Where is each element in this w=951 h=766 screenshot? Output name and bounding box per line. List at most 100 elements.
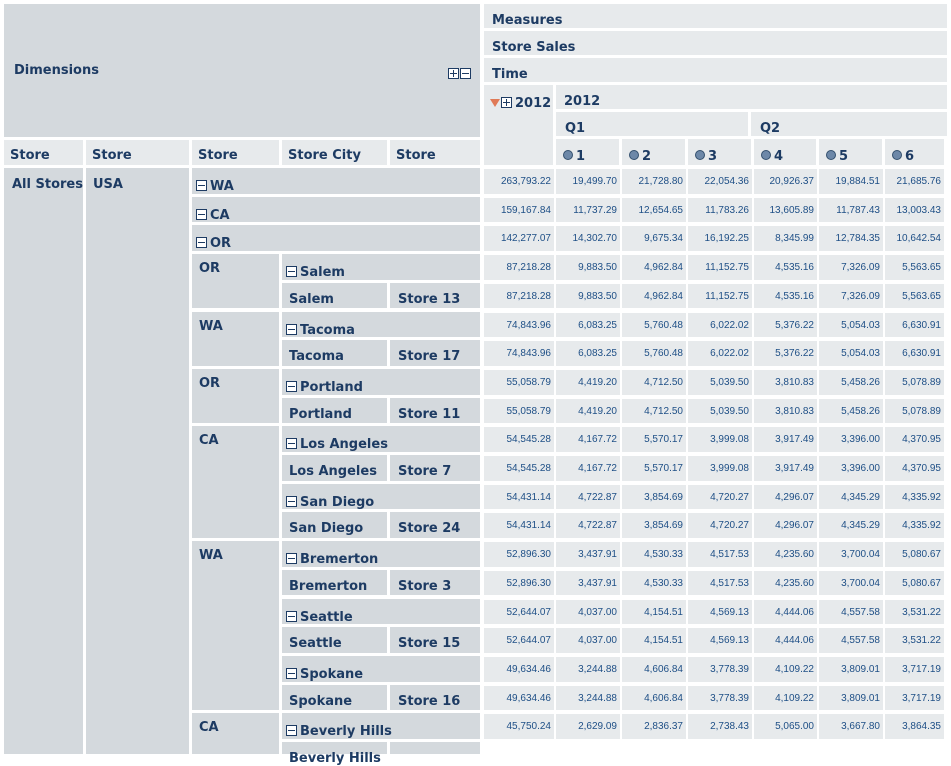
year-2012-header[interactable]: 2012: [556, 85, 947, 109]
month-header-4[interactable]: 4: [754, 139, 816, 165]
quarter-q2-header[interactable]: Q2: [751, 112, 947, 136]
collapse-icon[interactable]: [286, 438, 297, 450]
data-cell: 5,563.65: [885, 255, 944, 280]
city-label: Portland: [300, 379, 363, 395]
month-header-1[interactable]: 1: [556, 139, 619, 165]
store-sales-header[interactable]: Store Sales: [484, 31, 947, 55]
city-row-beverly-hills[interactable]: Beverly Hills: [282, 713, 480, 739]
radio-icon[interactable]: [761, 150, 771, 160]
month-header-5[interactable]: 5: [819, 139, 882, 165]
city-row-tacoma[interactable]: Tacoma: [282, 311, 480, 338]
radio-icon[interactable]: [563, 150, 573, 160]
collapse-icon[interactable]: [286, 495, 297, 507]
column-header-store[interactable]: Store: [4, 140, 83, 165]
time-header[interactable]: Time: [484, 58, 947, 82]
time-member-2012[interactable]: 2012: [484, 85, 553, 165]
radio-icon[interactable]: [892, 150, 902, 160]
quarter-q1-header[interactable]: Q1: [556, 112, 748, 136]
sort-descending-icon[interactable]: [490, 99, 500, 107]
collapse-icon[interactable]: [196, 237, 207, 249]
state-row-or[interactable]: OR: [192, 225, 480, 251]
state-label: CA: [199, 433, 219, 449]
cell-value: 5,760.48: [644, 348, 683, 360]
cell-value: 4,712.50: [644, 405, 683, 417]
city-row-portland[interactable]: Portland: [282, 368, 480, 395]
cell-value: 2,629.09: [578, 721, 617, 733]
data-cell: 4,037.00: [556, 628, 620, 653]
cell-value: 5,054.03: [841, 348, 880, 360]
radio-icon[interactable]: [629, 150, 639, 160]
expand-all-icon[interactable]: [448, 68, 459, 79]
store-name: Store 15: [398, 636, 461, 652]
data-cell: 3,396.00: [819, 456, 883, 481]
data-cell: 5,080.67: [885, 570, 944, 596]
city-row-spokane[interactable]: Spokane: [282, 655, 480, 682]
cell-value: 74,843.96: [506, 348, 552, 360]
collapse-icon[interactable]: [286, 610, 297, 622]
radio-icon[interactable]: [826, 150, 836, 160]
column-header-store-state[interactable]: Store State: [192, 140, 279, 182]
month-header-2[interactable]: 2: [622, 139, 685, 165]
data-cell: 4,569.13: [688, 628, 752, 653]
collapse-icon[interactable]: [286, 725, 297, 737]
data-cell: 7,326.09: [819, 255, 883, 280]
data-cell: 3,778.39: [688, 656, 752, 682]
cell-value: 6,630.91: [902, 319, 941, 331]
city-row-los-angeles[interactable]: Los Angeles: [282, 426, 480, 452]
collapse-all-icon[interactable]: [460, 68, 471, 79]
cell-value: 21,685.76: [896, 176, 942, 187]
data-cell: 3,700.04: [819, 570, 883, 596]
state-label: OR: [199, 261, 221, 277]
cell-value: 54,431.14: [506, 520, 552, 532]
data-cell: 5,570.17: [622, 456, 686, 481]
data-cell: 4,722.87: [556, 484, 620, 510]
cell-value: 4,962.84: [644, 262, 683, 274]
collapse-icon[interactable]: [196, 180, 207, 191]
month-label: 2: [642, 149, 652, 164]
cell-value: 6,083.25: [578, 348, 617, 360]
data-cell: 54,431.14: [484, 513, 554, 539]
collapse-icon[interactable]: [286, 380, 297, 392]
store-name: Store 17: [398, 349, 461, 365]
column-header-store-city[interactable]: Store City: [282, 140, 387, 165]
cell-value: 6,022.02: [710, 319, 749, 331]
collapse-icon[interactable]: [286, 667, 297, 679]
data-cell: 11,152.75: [688, 283, 752, 309]
cell-value: 52,896.30: [506, 577, 552, 589]
collapse-icon[interactable]: [286, 553, 297, 565]
measures-header[interactable]: Measures: [484, 4, 947, 28]
city-label-cell: Bremerton: [282, 569, 387, 596]
collapse-icon[interactable]: [196, 208, 207, 220]
state-row-wa[interactable]: WA: [192, 168, 480, 194]
data-cell: 4,530.33: [622, 570, 686, 596]
data-cell: 5,080.67: [885, 542, 944, 567]
city-row-seattle[interactable]: Seattle: [282, 598, 480, 625]
data-cell: 4,345.29: [819, 484, 883, 510]
data-cell: 21,728.80: [622, 169, 686, 194]
city-row-san-diego[interactable]: San Diego: [282, 483, 480, 510]
month-label: 1: [576, 149, 586, 164]
collapse-icon[interactable]: [286, 266, 297, 278]
month-label: 6: [905, 149, 915, 164]
state-label: WA: [199, 318, 223, 334]
expand-icon[interactable]: [501, 97, 512, 108]
month-header-3[interactable]: 3: [688, 139, 751, 165]
column-header-store-country[interactable]: Store Country: [86, 140, 189, 182]
radio-icon[interactable]: [695, 150, 705, 160]
state-row-ca[interactable]: CA: [192, 196, 480, 223]
cell-value: 13,605.89: [769, 204, 815, 216]
cell-value: 4,722.87: [578, 520, 617, 532]
data-cell: 4,167.72: [556, 456, 620, 481]
cell-value: 11,152.75: [705, 262, 749, 274]
data-cell: 6,083.25: [556, 312, 620, 338]
month-header-6[interactable]: 6: [885, 139, 944, 165]
state-group-ca: CA: [192, 426, 279, 539]
city-label: Los Angeles: [300, 437, 388, 453]
store-name: Store 24: [398, 521, 461, 537]
collapse-icon[interactable]: [286, 323, 297, 335]
data-cell: 3,437.91: [556, 570, 620, 596]
column-header-store-name[interactable]: Store Name: [390, 140, 480, 182]
city-row-bremerton[interactable]: Bremerton: [282, 541, 480, 567]
data-cell: 4,154.51: [622, 628, 686, 653]
city-row-salem[interactable]: Salem: [282, 254, 480, 280]
